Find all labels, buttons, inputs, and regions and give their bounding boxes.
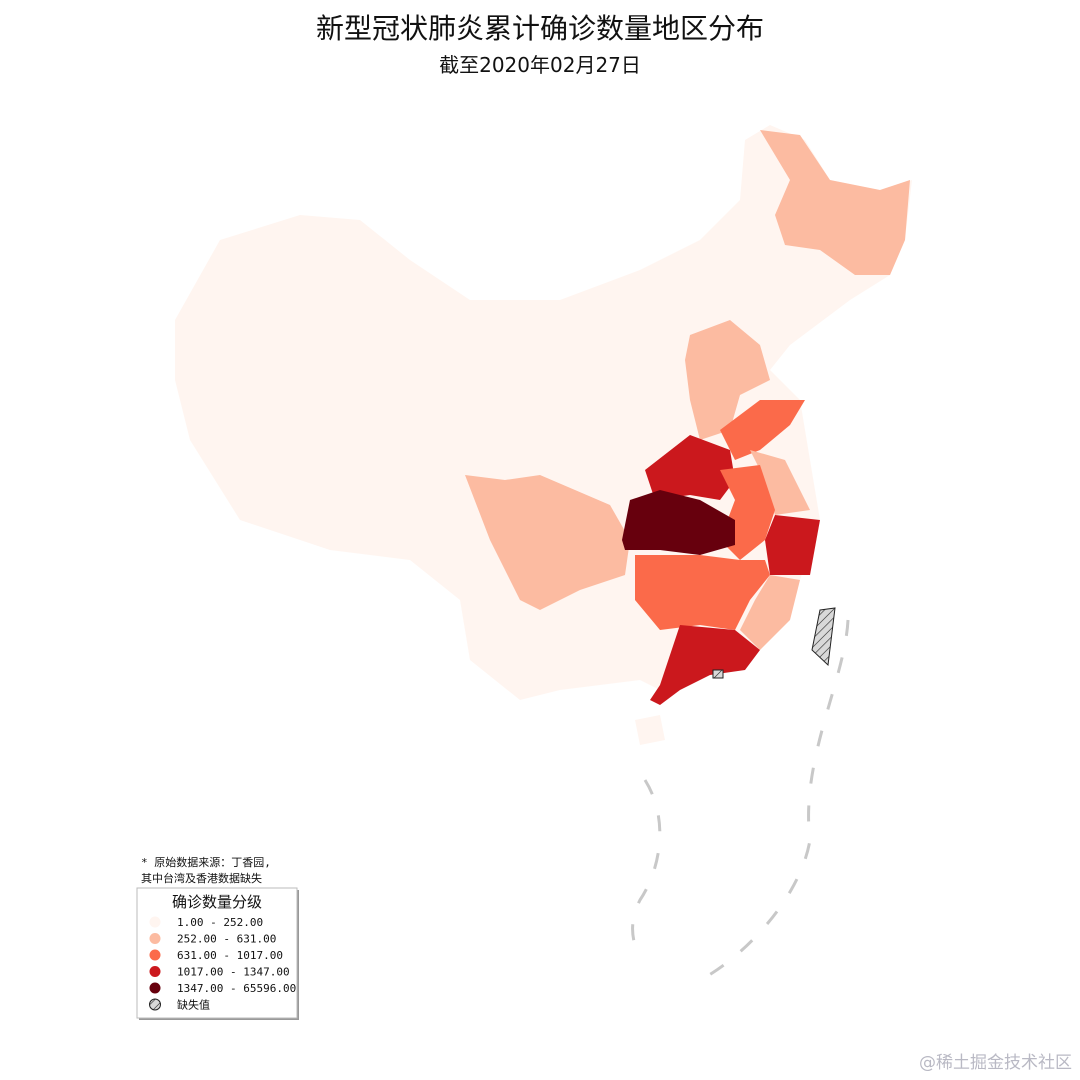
- legend-swatch: [149, 933, 161, 944]
- legend-label: 1347.00 - 65596.00: [177, 982, 296, 995]
- legend-swatch: [149, 916, 161, 928]
- legend-swatch: [149, 998, 161, 1011]
- region: [635, 715, 665, 745]
- watermark: @稀土掘金技术社区: [919, 1053, 1072, 1073]
- legend-label: 631.00 - 1017.00: [177, 949, 283, 962]
- region: [685, 320, 770, 440]
- region: [175, 125, 912, 700]
- region: [765, 515, 820, 575]
- legend-label: 1.00 - 252.00: [177, 916, 263, 929]
- region: [650, 625, 760, 705]
- map: [175, 125, 912, 982]
- region: [635, 555, 770, 630]
- title: 新型冠状肺炎累计确诊数量地区分布: [316, 12, 764, 45]
- region: [465, 475, 630, 610]
- region: [720, 400, 805, 460]
- legend-label: 1017.00 - 1347.00: [177, 966, 290, 979]
- region: [740, 575, 800, 650]
- boundary-line: [631, 779, 662, 946]
- boundary-line: [699, 619, 850, 982]
- missing-region: [811, 607, 836, 667]
- note: * 原始数据来源：丁香园,: [141, 855, 271, 869]
- missing-region: [712, 669, 724, 679]
- legend-label: 缺失值: [177, 998, 210, 1012]
- region: [750, 450, 810, 515]
- region: [645, 435, 735, 500]
- region: [760, 130, 910, 275]
- subtitle: 截至2020年02月27日: [439, 53, 641, 77]
- note: 其中台湾及香港数据缺失: [141, 871, 262, 885]
- legend-swatch: [149, 949, 161, 961]
- legend-label: 252.00 - 631.00: [177, 933, 276, 946]
- legend-swatch: [149, 982, 161, 994]
- legend-box: [136, 887, 298, 1019]
- legend: 确诊数量分级 1.00 - 252.00 252.00 - 631.00 631.0…: [136, 887, 299, 1020]
- legend-title: 确诊数量分级: [172, 893, 262, 911]
- legend-swatch: [149, 966, 161, 977]
- region: [622, 490, 735, 555]
